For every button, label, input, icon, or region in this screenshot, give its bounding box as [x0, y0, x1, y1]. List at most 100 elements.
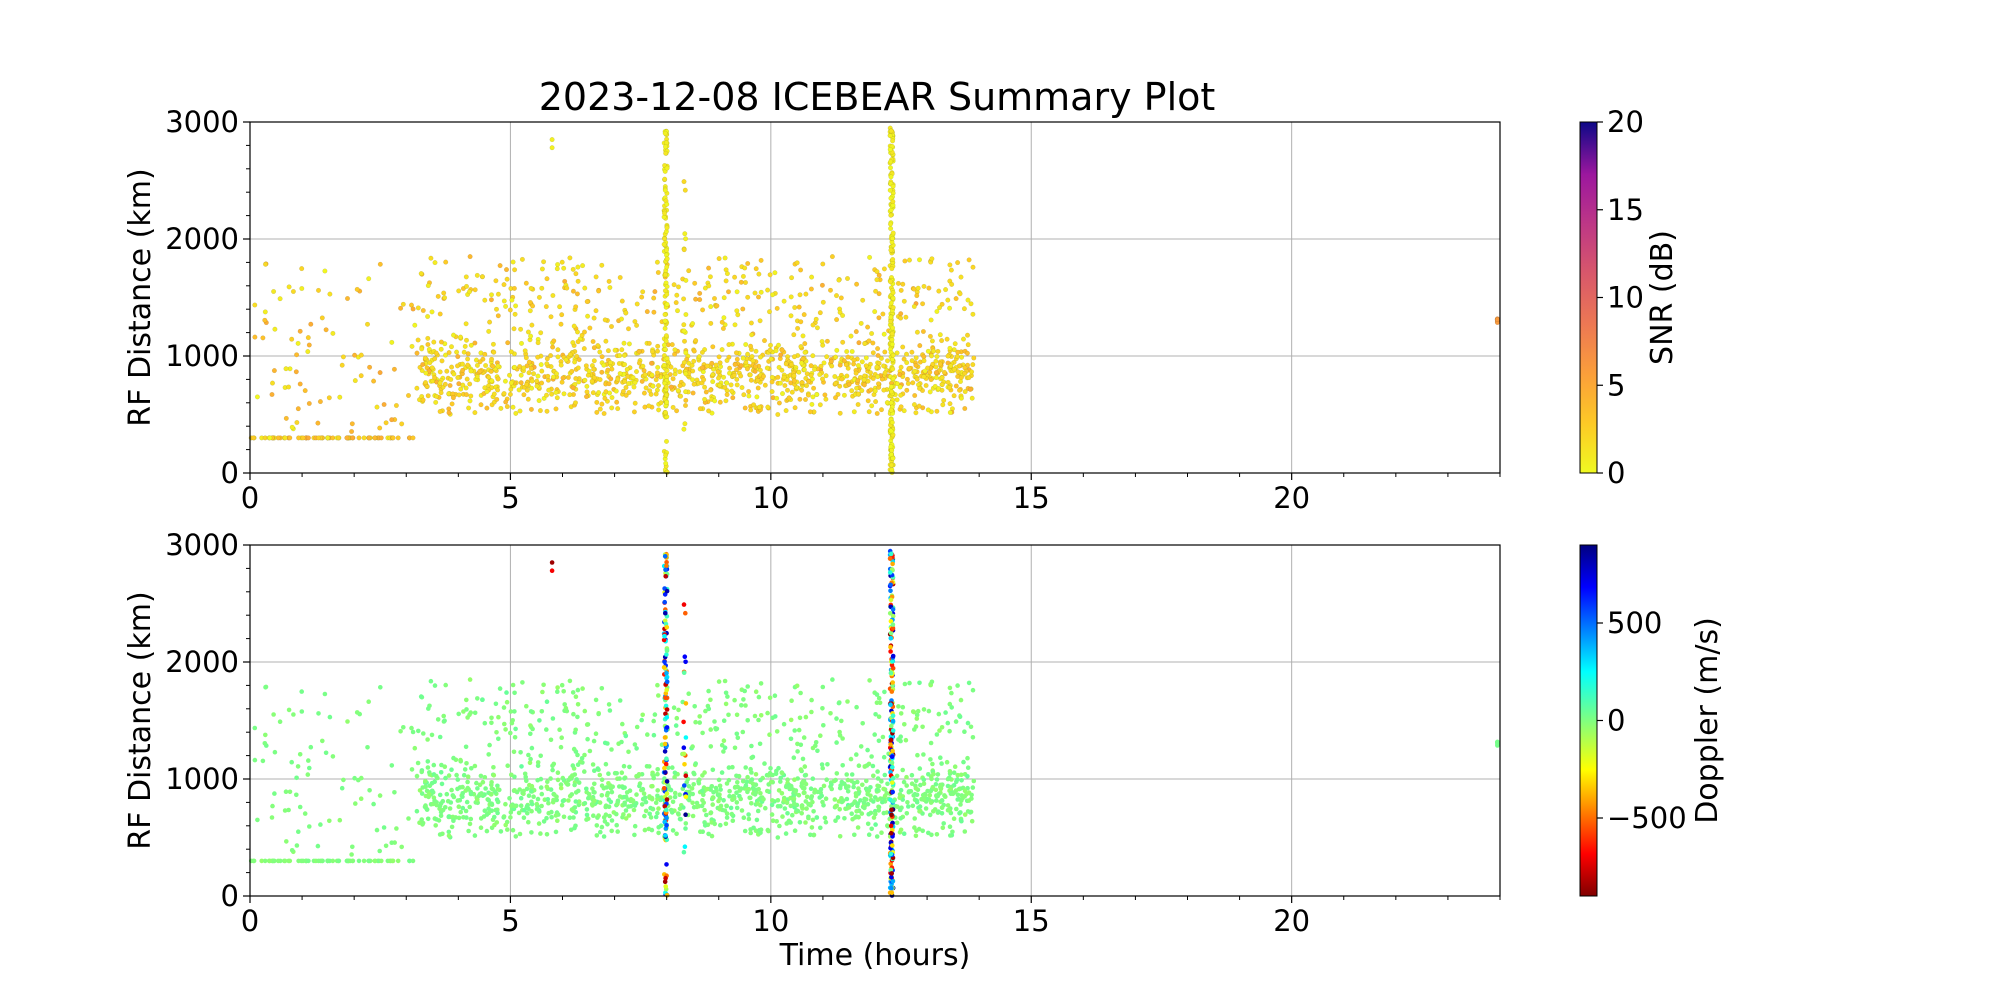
data-point: [302, 811, 308, 816]
data-point: [789, 389, 795, 395]
data-point: [519, 764, 524, 769]
data-point: [933, 370, 939, 376]
data-point: [776, 788, 782, 793]
data-point: [455, 375, 461, 381]
data-point: [745, 789, 750, 795]
data-point: [437, 380, 443, 386]
data-point: [349, 852, 354, 857]
data-point: [551, 338, 557, 344]
data-point: [477, 368, 483, 374]
data-point: [767, 695, 773, 701]
data-point: [510, 682, 516, 688]
data-point: [607, 708, 613, 713]
data-point: [259, 858, 265, 864]
data-point: [437, 311, 443, 317]
data-point: [463, 808, 469, 814]
data-point: [862, 796, 867, 802]
data-point: [818, 363, 824, 369]
data-point: [549, 137, 555, 143]
data-point: [596, 813, 601, 818]
data-point: [643, 385, 649, 391]
data-point: [682, 187, 688, 193]
data-point: [921, 374, 927, 380]
data-point: [854, 385, 860, 391]
data-point: [529, 830, 534, 835]
data-point: [663, 384, 669, 390]
data-point: [495, 363, 501, 369]
data-point: [693, 719, 698, 725]
data-point: [727, 788, 732, 794]
data-point: [898, 734, 903, 739]
data-point: [668, 384, 674, 390]
data-point: [825, 762, 830, 767]
data-point: [968, 810, 973, 815]
data-point: [414, 808, 420, 814]
data-point: [875, 374, 881, 380]
data-point: [951, 816, 957, 821]
data-point: [670, 765, 675, 770]
data-point: [442, 764, 448, 769]
data-point: [421, 731, 426, 736]
data-point: [715, 792, 721, 798]
data-point: [920, 301, 926, 307]
data-point: [316, 711, 321, 716]
data-point: [849, 811, 854, 816]
data-point: [478, 402, 484, 408]
data-point: [511, 364, 518, 370]
data-point: [821, 360, 827, 366]
data-point: [526, 819, 531, 825]
data-point: [487, 319, 493, 325]
data-point: [898, 287, 904, 293]
data-point: [901, 408, 907, 414]
data-point: [286, 807, 291, 813]
data-point: [584, 807, 590, 812]
data-point: [644, 309, 650, 315]
data-point: [263, 732, 268, 738]
data-point: [889, 723, 894, 729]
y-tick-label: 2000: [165, 645, 239, 679]
data-point: [855, 401, 861, 408]
data-point: [319, 315, 325, 321]
data-point: [614, 822, 619, 828]
data-point: [683, 826, 688, 831]
data-point: [876, 784, 882, 789]
data-point: [792, 405, 798, 411]
data-point: [881, 810, 887, 816]
data-point: [742, 265, 748, 271]
data-point: [837, 309, 843, 315]
data-point: [272, 791, 277, 796]
data-point: [587, 325, 593, 331]
data-point: [735, 780, 740, 785]
data-point: [437, 803, 443, 809]
data-point: [863, 363, 869, 369]
data-point: [308, 744, 314, 750]
data-point: [516, 387, 522, 393]
data-point: [881, 387, 887, 393]
data-point: [653, 800, 659, 805]
data-point: [664, 679, 670, 685]
data-point: [743, 341, 749, 348]
data-point: [491, 391, 497, 397]
data-point: [664, 225, 670, 231]
colorbar-tick-label: 500: [1607, 606, 1662, 640]
data-point: [497, 263, 503, 269]
data-point: [934, 832, 940, 837]
data-point: [795, 325, 801, 331]
data-point: [663, 884, 668, 889]
data-point: [681, 296, 687, 302]
data-point: [439, 358, 445, 364]
data-point: [806, 815, 811, 821]
data-point: [808, 372, 814, 378]
data-point: [597, 772, 603, 778]
data-point: [810, 799, 815, 805]
data-point: [663, 247, 670, 253]
data-point: [690, 390, 696, 396]
data-point: [913, 833, 919, 839]
data-point: [482, 720, 488, 726]
data-point: [323, 327, 329, 333]
data-point: [617, 353, 623, 359]
data-point: [683, 794, 689, 799]
data-point: [477, 782, 483, 788]
data-point: [377, 848, 383, 854]
